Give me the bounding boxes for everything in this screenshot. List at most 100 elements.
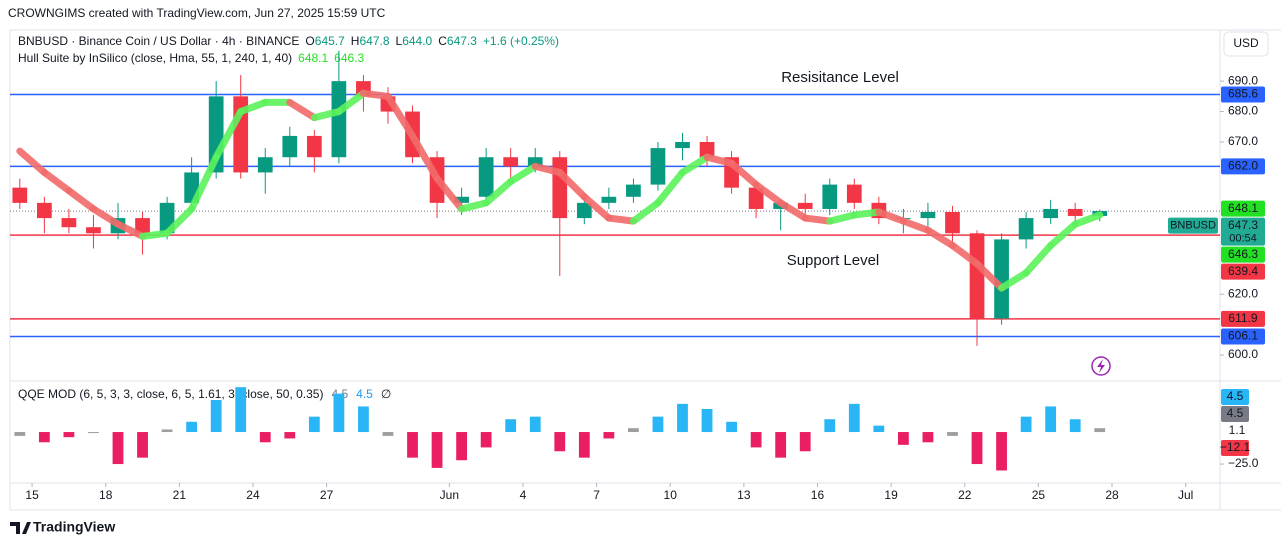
qqe-bar xyxy=(1069,419,1081,433)
hull-segment xyxy=(507,162,539,186)
qqe-bar xyxy=(480,432,492,448)
price-badge-label: 647.3 xyxy=(1228,218,1258,232)
candle-body xyxy=(135,218,150,234)
qqe-bar xyxy=(14,432,26,436)
y-tick-label: 680.0 xyxy=(1228,104,1258,118)
annotation: Support Level xyxy=(787,252,880,269)
ohlc-key: C xyxy=(438,34,447,48)
hull-segment xyxy=(40,168,73,195)
hull-segment xyxy=(286,98,318,122)
qqe-bar xyxy=(186,421,198,433)
qqe-bar xyxy=(529,416,541,433)
icon-circle[interactable] xyxy=(1091,356,1111,376)
qqe-bar xyxy=(628,428,639,433)
x-tick-label: Jul xyxy=(1178,488,1193,502)
qqe-bar xyxy=(308,416,320,433)
hull-segment xyxy=(629,199,662,225)
qqe-bar xyxy=(235,387,247,433)
hull-segment xyxy=(65,187,97,213)
icon-bolt[interactable] xyxy=(1097,359,1105,373)
price-badge xyxy=(1221,158,1265,175)
candle-body xyxy=(257,157,273,173)
qqe-bar xyxy=(824,419,836,433)
x-tick-label: 27 xyxy=(320,488,334,502)
ohlc-key: H xyxy=(351,34,360,48)
y-tick-label: 670.0 xyxy=(1228,134,1258,148)
hull-segment xyxy=(777,199,809,222)
symbol-legend: BNBUSD · Binance Coin / US Dollar · 4h ·… xyxy=(18,34,559,48)
hull-segment xyxy=(752,181,785,207)
qqe-bar xyxy=(38,432,50,443)
qqe-bar xyxy=(775,432,787,458)
hull-segment xyxy=(801,214,834,225)
symbol-tag xyxy=(1168,217,1218,234)
qqe-bar xyxy=(603,432,615,439)
candle-body xyxy=(650,148,666,185)
qqe-bar xyxy=(873,425,885,433)
qqe-bar xyxy=(1045,406,1057,433)
qqe-bar xyxy=(1094,428,1106,433)
price-badge-label: 639.4 xyxy=(1228,264,1258,278)
hull-segment xyxy=(703,153,736,167)
qqe-bar xyxy=(210,400,222,433)
candle-body xyxy=(306,135,322,158)
hull-segment xyxy=(875,208,907,225)
x-tick-label: 10 xyxy=(664,488,678,502)
candle-body xyxy=(675,142,690,149)
price-badge-label: 646.3 xyxy=(1228,247,1258,261)
qqe-badge xyxy=(1221,440,1249,456)
currency[interactable]: USD xyxy=(1233,36,1259,50)
qqe-bar xyxy=(431,432,443,468)
qqe-bar xyxy=(137,432,148,458)
replay-icon[interactable] xyxy=(1091,356,1111,376)
candle-body xyxy=(920,212,936,219)
qqe-bar xyxy=(161,429,173,433)
ohlc-value: 644.0 xyxy=(402,34,432,48)
credit: CROWNGIMS created with TradingView.com, … xyxy=(8,6,386,20)
price-badge-label: 606.1 xyxy=(1228,329,1258,343)
qqe-legend-symbol: ∅ xyxy=(381,387,391,401)
qqe-bar xyxy=(897,432,909,445)
candle-body xyxy=(36,202,52,219)
currency-button[interactable] xyxy=(1223,31,1269,57)
hull-segment xyxy=(114,220,147,240)
qqe-bar xyxy=(799,432,811,452)
brand-logo: TradingView xyxy=(10,519,115,535)
hull-segment xyxy=(654,168,686,207)
price-badge xyxy=(1221,246,1265,263)
hull-segment xyxy=(998,269,1030,292)
x-tick-label: 16 xyxy=(811,488,825,502)
indicator-legend: Hull Suite by InSilico (close, Hma, 55, … xyxy=(18,51,365,65)
hull-segment xyxy=(924,226,956,249)
x-tick-label: 15 xyxy=(25,488,39,502)
hull-segment xyxy=(409,132,441,183)
candle-body xyxy=(846,184,862,203)
x-tick-label: 4 xyxy=(520,488,527,502)
price-badge-label: 685.6 xyxy=(1228,87,1258,101)
hull-segment xyxy=(728,159,760,189)
hull-segment xyxy=(605,214,637,225)
hull-segment xyxy=(237,98,269,116)
candle-body xyxy=(331,81,347,158)
qqe-bar xyxy=(677,403,688,433)
x-tick-label: 7 xyxy=(593,488,600,502)
hull-segment xyxy=(335,89,367,116)
logo-mark xyxy=(10,522,31,534)
x-tick-label: 13 xyxy=(737,488,751,502)
ohlc-value: 645.7 xyxy=(315,34,345,48)
y-tick-label: 690.0 xyxy=(1228,73,1258,87)
hull-segment xyxy=(359,89,392,100)
hull-segment xyxy=(16,147,48,176)
x-tick-label: 28 xyxy=(1105,488,1119,502)
qqe-bar xyxy=(750,432,762,448)
qqe-bar xyxy=(382,432,394,436)
candle-body xyxy=(969,233,985,319)
qqe-badge xyxy=(1221,389,1249,405)
candle-body xyxy=(61,218,77,228)
hull-segment xyxy=(1071,211,1104,228)
change: +1.6 (+0.25%) xyxy=(483,34,559,48)
candle-body xyxy=(12,187,28,203)
hull-segment xyxy=(678,153,711,176)
candle-body xyxy=(527,157,543,167)
